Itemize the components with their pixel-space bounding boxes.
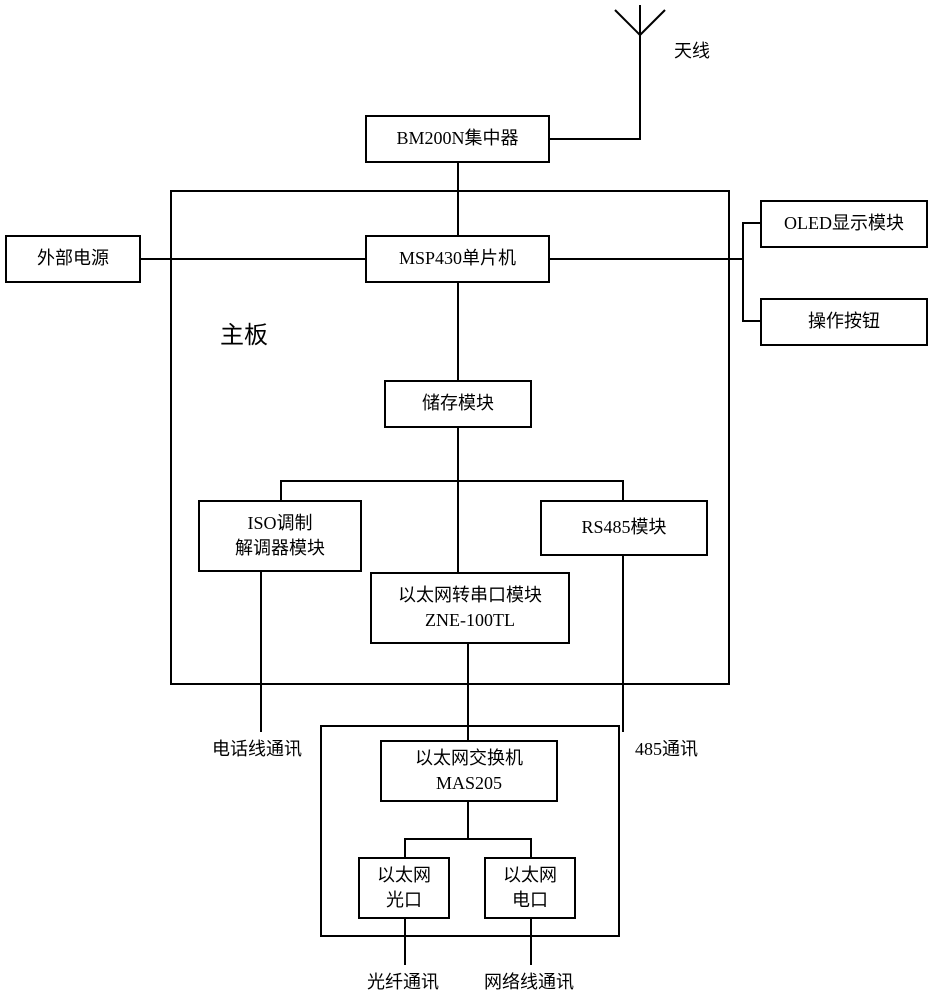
electrical-port-text: 以太网 电口 bbox=[503, 863, 557, 913]
mcu-text: MSP430单片机 bbox=[399, 246, 516, 271]
oled-box: OLED显示模块 bbox=[760, 200, 928, 248]
phone-label: 电话线通讯 bbox=[212, 735, 302, 761]
rs485-box: RS485模块 bbox=[540, 500, 708, 556]
edge-right-up bbox=[742, 222, 744, 260]
edge-iso-phone bbox=[260, 572, 262, 732]
fiber-label: 光纤通讯 bbox=[367, 968, 439, 994]
edge-to-rs485-h bbox=[457, 480, 624, 482]
edge-mcu-right bbox=[550, 258, 744, 260]
antenna-label: 天线 bbox=[674, 37, 710, 63]
optical-port-text: 以太网 光口 bbox=[377, 863, 431, 913]
iso-modem-box: ISO调制 解调器模块 bbox=[198, 500, 362, 572]
oled-text: OLED显示模块 bbox=[784, 211, 904, 236]
edge-antenna-concentrator bbox=[550, 138, 640, 140]
edge-antenna-down bbox=[639, 88, 641, 140]
edge-right-down bbox=[742, 258, 744, 322]
edge-electrical-network bbox=[530, 919, 532, 965]
edge-concentrator-mcu bbox=[457, 163, 459, 235]
rs485-text: RS485模块 bbox=[581, 515, 666, 540]
edge-switch-down bbox=[467, 802, 469, 838]
external-power-text: 外部电源 bbox=[37, 246, 109, 271]
edge-power-mcu bbox=[141, 258, 365, 260]
ethernet-switch-text: 以太网交换机 MAS205 bbox=[415, 746, 523, 796]
edge-mcu-storage bbox=[457, 283, 459, 380]
edge-ports-split bbox=[404, 838, 532, 840]
electrical-port-box: 以太网 电口 bbox=[484, 857, 576, 919]
edge-to-optical bbox=[404, 838, 406, 857]
optical-port-box: 以太网 光口 bbox=[358, 857, 450, 919]
buttons-text: 操作按钮 bbox=[808, 309, 880, 334]
rs485-label: 485通讯 bbox=[635, 735, 698, 761]
mcu-box: MSP430单片机 bbox=[365, 235, 550, 283]
antenna-icon bbox=[610, 5, 670, 95]
ethernet-serial-box: 以太网转串口模块 ZNE-100TL bbox=[370, 572, 570, 644]
iso-modem-text: ISO调制 解调器模块 bbox=[235, 511, 325, 561]
edge-to-iso-v bbox=[280, 480, 282, 500]
edge-to-rs485-v bbox=[622, 480, 624, 500]
concentrator-text: BM200N集中器 bbox=[396, 126, 518, 151]
edge-to-electrical bbox=[530, 838, 532, 857]
edge-serial-switch bbox=[467, 644, 469, 740]
buttons-box: 操作按钮 bbox=[760, 298, 928, 346]
edge-to-iso-h bbox=[280, 480, 459, 482]
external-power-box: 外部电源 bbox=[5, 235, 141, 283]
ethernet-switch-box: 以太网交换机 MAS205 bbox=[380, 740, 558, 802]
edge-optical-fiber bbox=[404, 919, 406, 965]
edge-to-oled bbox=[742, 222, 760, 224]
concentrator-box: BM200N集中器 bbox=[365, 115, 550, 163]
edge-to-buttons bbox=[742, 320, 760, 322]
storage-text: 储存模块 bbox=[422, 391, 494, 416]
edge-storage-down bbox=[457, 428, 459, 572]
edge-rs485-label bbox=[622, 556, 624, 732]
main-board-label: 主板 bbox=[220, 315, 268, 350]
ethernet-serial-text: 以太网转串口模块 ZNE-100TL bbox=[398, 583, 542, 633]
network-label: 网络线通讯 bbox=[484, 968, 574, 994]
storage-box: 储存模块 bbox=[384, 380, 532, 428]
